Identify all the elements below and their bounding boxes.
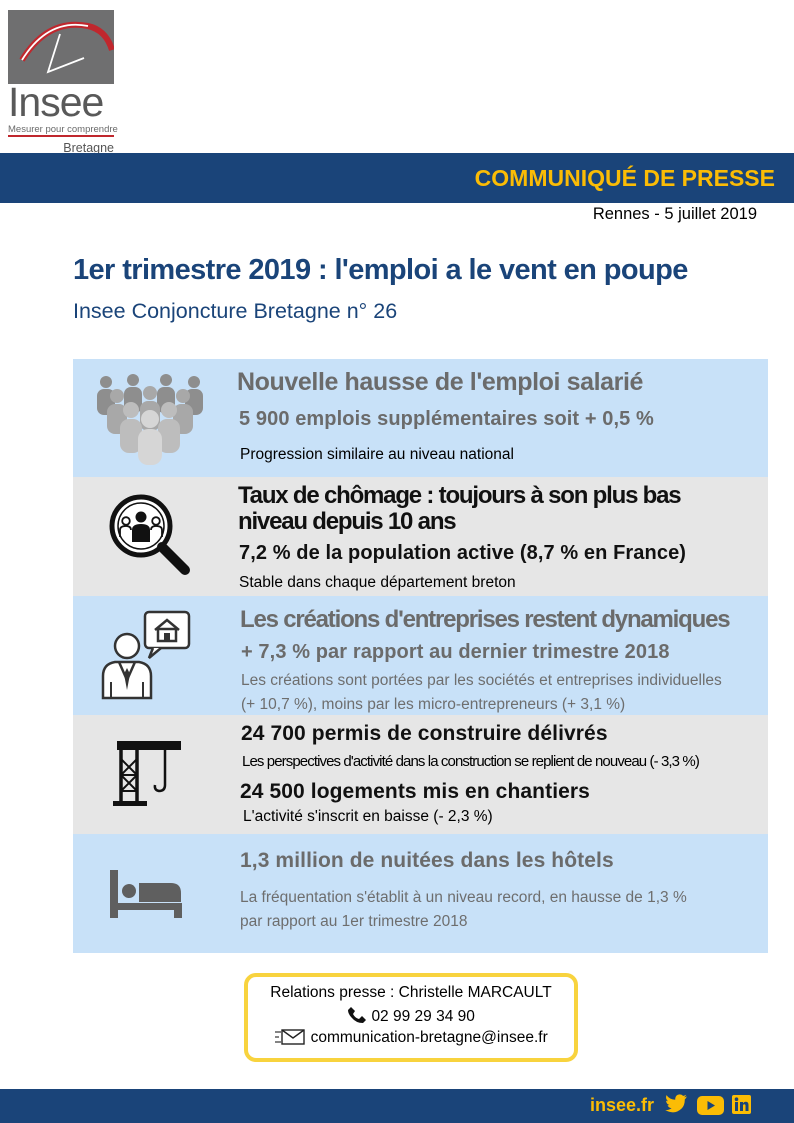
press-contact-email-line: communication-bretagne@insee.fr: [248, 1028, 574, 1047]
employment-heading: Nouvelle hausse de l'emploi salarié: [237, 368, 644, 396]
construction-outlook-note: Les perspectives d'activité dans la cons…: [242, 753, 700, 770]
unemployment-heading-line2: niveau depuis 10 ans: [238, 508, 457, 535]
bed-icon: [110, 870, 182, 918]
business-heading: Les créations d'entreprises restent dyna…: [240, 606, 731, 633]
business-highlight: + 7,3 % par rapport au dernier trimestre…: [241, 641, 670, 663]
press-contact-label: Relations presse : Christelle MARCAULT: [270, 984, 552, 1001]
crane-icon: [113, 741, 181, 806]
magnifier-people-icon: [109, 494, 190, 575]
banner-title: COMMUNIQUÉ DE PRESSE: [474, 165, 775, 191]
hotels-note-line2: par rapport au 1er trimestre 2018: [240, 913, 468, 930]
unemployment-note: Stable dans chaque département breton: [239, 574, 516, 591]
logo-name: Insee: [8, 79, 104, 125]
housing-starts-note: L'activité s'inscrit en baisse (- 2,3 %): [243, 808, 493, 825]
permits-highlight: 24 700 permis de construire délivrés: [241, 722, 608, 745]
page-title: 1er trimestre 2019 : l'emploi a le vent …: [73, 254, 688, 286]
press-contact-phone[interactable]: 02 99 29 34 90: [371, 1008, 475, 1025]
people-crowd-icon: [97, 374, 203, 465]
section-business-creation: Les créations d'entreprises restent dyna…: [73, 596, 768, 715]
insee-logo: Insee Mesurer pour comprendre Bretagne: [8, 10, 118, 155]
phone-icon: [348, 1007, 367, 1023]
hotels-note-line1: La fréquentation s'établit à un niveau r…: [240, 889, 687, 906]
employment-note: Progression similaire au niveau national: [240, 446, 514, 463]
section-employment: Nouvelle hausse de l'emploi salarié 5 90…: [73, 359, 768, 477]
section-hotels: 1,3 million de nuitées dans les hôtels L…: [73, 834, 768, 953]
logo-mark: [8, 10, 114, 84]
section-construction: 24 700 permis de construire délivrés Les…: [73, 715, 768, 834]
twitter-icon[interactable]: [665, 1094, 688, 1113]
business-note-line1: Les créations sont portées par les socié…: [241, 672, 722, 689]
press-contact-phone-line: 02 99 29 34 90: [248, 1006, 574, 1026]
page-subtitle: Insee Conjoncture Bretagne n° 26: [73, 299, 398, 323]
logo-region: Bretagne: [63, 141, 114, 155]
location-date: Rennes - 5 juillet 2019: [592, 205, 757, 223]
hotels-heading: 1,3 million de nuitées dans les hôtels: [240, 849, 614, 872]
unemployment-highlight: 7,2 % de la population active (8,7 % en …: [239, 542, 687, 564]
footer-website-link[interactable]: insee.fr: [590, 1095, 655, 1115]
housing-starts-highlight: 24 500 logements mis en chantiers: [240, 780, 590, 803]
press-contact-box: Relations presse : Christelle MARCAULT 0…: [244, 973, 578, 1062]
logo-rule: [8, 135, 114, 137]
logo-tagline: Mesurer pour comprendre: [8, 124, 118, 135]
business-note-line2: (+ 10,7 %), moins par les micro-entrepre…: [241, 696, 626, 713]
unemployment-heading-line1: Taux de chômage : toujours à son plus ba…: [238, 482, 682, 509]
email-icon: [275, 1029, 305, 1045]
footer-bar: [0, 1089, 794, 1123]
youtube-icon[interactable]: [697, 1096, 724, 1115]
header-banner: [0, 153, 794, 203]
linkedin-icon[interactable]: [732, 1095, 751, 1114]
employment-highlight: 5 900 emplois supplémentaires soit + 0,5…: [239, 408, 654, 430]
press-contact-email[interactable]: communication-bretagne@insee.fr: [310, 1029, 548, 1046]
section-unemployment: Taux de chômage : toujours à son plus ba…: [73, 477, 768, 596]
businessman-house-icon: [101, 610, 191, 700]
